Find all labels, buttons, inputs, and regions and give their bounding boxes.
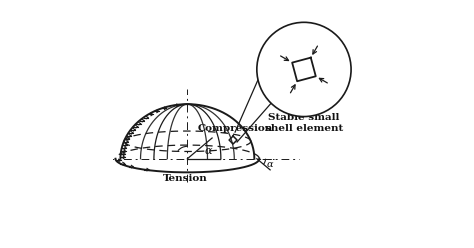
- Text: α: α: [205, 146, 212, 156]
- Text: Stable small
shell element: Stable small shell element: [265, 113, 343, 133]
- Text: α: α: [267, 160, 273, 169]
- Circle shape: [257, 22, 351, 117]
- Text: Compression: Compression: [197, 124, 273, 133]
- Text: Tension: Tension: [163, 174, 207, 183]
